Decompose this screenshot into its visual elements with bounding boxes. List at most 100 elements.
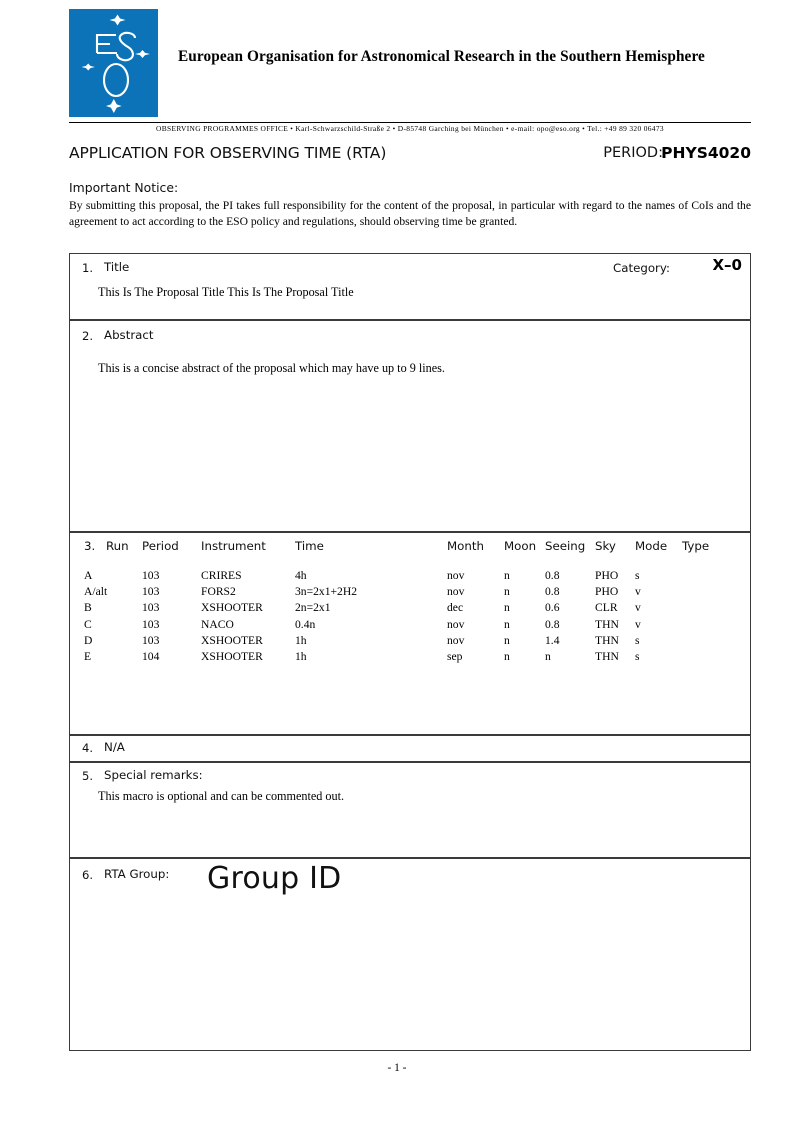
- section-na-label: N/A: [104, 740, 125, 754]
- column-header-time: Time: [295, 539, 324, 553]
- cell-sky: PHO: [595, 569, 619, 582]
- cell-mode: s: [635, 569, 640, 582]
- cell-mode: v: [635, 585, 641, 599]
- section-title-label: Title: [104, 260, 130, 274]
- cell-month: dec: [447, 601, 464, 615]
- cell-instrument: XSHOOTER: [201, 649, 263, 663]
- cell-month: sep: [447, 649, 463, 663]
- column-header-mode: Mode: [635, 539, 668, 553]
- cell-instrument: FORS2: [201, 585, 236, 599]
- page-number-footer: - 1 -: [387, 1062, 407, 1074]
- special-remarks-value: This macro is optional and can be commen…: [98, 789, 345, 803]
- cell-seeing: 0.8: [545, 569, 560, 582]
- cell-seeing: 0.8: [545, 585, 560, 599]
- cell-mode: v: [635, 617, 641, 631]
- cell-period: 104: [142, 649, 160, 663]
- section-runs-number: 3.: [84, 539, 96, 553]
- cell-time: 2n=2x1: [295, 601, 331, 615]
- column-header-period: Period: [142, 539, 179, 553]
- category-value: X–0: [712, 256, 742, 274]
- cell-instrument: NACO: [201, 617, 234, 631]
- column-header-seeing: Seeing: [545, 539, 586, 553]
- table-row: D 103 XSHOOTER 1h nov n 1.4 THN s: [70, 634, 752, 650]
- column-header-month: Month: [447, 539, 484, 553]
- table-row: B 103 XSHOOTER 2n=2x1 dec n 0.6 CLR v: [70, 601, 752, 617]
- cell-instrument: XSHOOTER: [201, 601, 263, 615]
- cell-moon: n: [504, 617, 510, 631]
- cell-sky: CLR: [595, 601, 618, 615]
- runs-table-header: 3. Run Period Instrument Time Month Moon…: [70, 539, 752, 557]
- table-row: A/alt 103 FORS2 3n=2x1+2H2 nov n 0.8 PHO…: [70, 585, 752, 601]
- cell-sky: PHO: [595, 585, 619, 599]
- category-label: Category:: [612, 261, 670, 275]
- cell-seeing: 0.6: [545, 601, 560, 615]
- section-remarks-box: 5. Special remarks: This macro is option…: [69, 762, 751, 858]
- important-notice-body: By submitting this proposal, the PI take…: [69, 199, 751, 228]
- column-header-moon: Moon: [504, 539, 537, 553]
- cell-time: 3n=2x1+2H2: [295, 585, 358, 599]
- section-group-label: RTA Group:: [104, 867, 170, 881]
- application-title: APPLICATION FOR OBSERVING TIME (RTA): [69, 144, 387, 162]
- cell-seeing: n: [545, 649, 551, 663]
- section-title-box: 1. Title Category: X–0 This Is The Propo…: [69, 253, 751, 320]
- section-remarks-number: 5.: [82, 769, 94, 783]
- cell-period: 103: [142, 601, 160, 615]
- cell-run: E: [84, 649, 92, 663]
- cell-seeing: 1.4: [545, 633, 560, 647]
- section-title-number: 1.: [82, 261, 94, 275]
- column-header-type: Type: [682, 539, 710, 553]
- important-notice-heading: Important Notice:: [69, 180, 179, 195]
- cell-mode: s: [635, 633, 640, 647]
- section-group-number: 6.: [82, 868, 94, 882]
- runs-table-body: A 103 CRIRES 4h nov n 0.8 PHO s A/alt 10…: [70, 569, 752, 666]
- section-remarks-label: Special remarks:: [104, 768, 203, 782]
- section-abstract-box: 2. Abstract This is a concise abstract o…: [69, 320, 751, 532]
- cell-seeing: 0.8: [545, 617, 560, 631]
- cell-instrument: CRIRES: [201, 569, 242, 582]
- table-row: C 103 NACO 0.4n nov n 0.8 THN v: [70, 618, 752, 634]
- cell-time: 1h: [295, 633, 307, 647]
- cell-mode: v: [635, 601, 641, 615]
- section-group-box: 6. RTA Group: Group ID: [69, 858, 751, 1051]
- cell-moon: n: [504, 569, 510, 582]
- application-header-row: APPLICATION FOR OBSERVING TIME (RTA) PER…: [69, 144, 751, 166]
- cell-time: 1h: [295, 649, 307, 663]
- cell-period: 103: [142, 569, 160, 582]
- section-runs-box: 3. Run Period Instrument Time Month Moon…: [69, 532, 751, 735]
- cell-moon: n: [504, 633, 510, 647]
- cell-sky: THN: [595, 617, 619, 631]
- cell-mode: s: [635, 649, 640, 663]
- period-value: PHYS4020: [661, 144, 751, 162]
- cell-run: A: [84, 569, 93, 582]
- cell-run: C: [84, 617, 92, 631]
- cell-month: nov: [447, 617, 465, 631]
- table-row: E 104 XSHOOTER 1h sep n n THN s: [70, 650, 752, 666]
- cell-period: 103: [142, 585, 160, 599]
- column-header-instrument: Instrument: [201, 539, 266, 553]
- section-na-box: 4. N/A: [69, 735, 751, 762]
- cell-moon: n: [504, 649, 510, 663]
- cell-month: nov: [447, 585, 465, 599]
- cell-run: D: [84, 633, 93, 647]
- cell-instrument: XSHOOTER: [201, 633, 263, 647]
- section-na-number: 4.: [82, 741, 94, 755]
- cell-moon: n: [504, 585, 510, 599]
- cell-period: 103: [142, 617, 160, 631]
- column-header-sky: Sky: [595, 539, 616, 553]
- cell-month: nov: [447, 569, 465, 582]
- column-header-run: Run: [106, 539, 129, 553]
- cell-month: nov: [447, 633, 465, 647]
- eso-logo: [69, 9, 158, 117]
- proposal-title-value: This Is The Proposal Title This Is The P…: [98, 285, 354, 299]
- rta-group-id-value: Group ID: [207, 861, 342, 896]
- cell-run: A/alt: [84, 585, 108, 599]
- cell-moon: n: [504, 601, 510, 615]
- organisation-title: European Organisation for Astronomical R…: [178, 48, 705, 65]
- header-divider: [69, 122, 751, 123]
- period-label: PERIOD:: [603, 145, 663, 161]
- cell-period: 103: [142, 633, 160, 647]
- cell-time: 4h: [295, 569, 307, 582]
- cell-run: B: [84, 601, 92, 615]
- office-address-line: OBSERVING PROGRAMMES OFFICE • Karl-Schwa…: [156, 124, 664, 133]
